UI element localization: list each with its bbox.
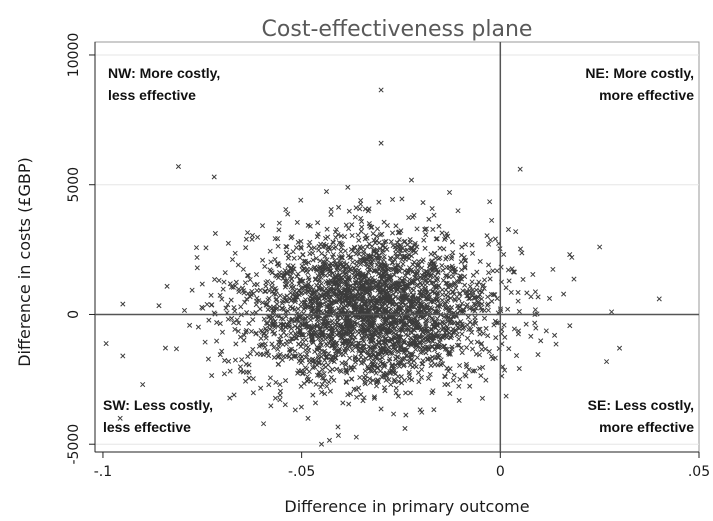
y-tick-label: 5000: [66, 167, 82, 203]
chart-title: Cost-effectiveness plane: [262, 17, 533, 42]
quadrant-label-nw: less effective: [108, 87, 196, 103]
x-tick-label: -.05: [288, 464, 315, 480]
x-axis-title: Difference in primary outcome: [284, 497, 529, 516]
quadrant-label-ne: more effective: [599, 87, 694, 103]
quadrant-label-se: more effective: [599, 419, 694, 435]
y-tick-label: -5000: [66, 424, 82, 465]
quadrant-label-se: SE: Less costly,: [588, 397, 694, 413]
quadrant-label-sw: SW: Less costly,: [103, 397, 213, 413]
quadrant-label-sw: less effective: [103, 419, 191, 435]
y-axis-title: Difference in costs (£GBP): [15, 157, 34, 367]
x-tick-label: 0: [496, 464, 505, 480]
quadrant-label-ne: NE: More costly,: [585, 65, 694, 81]
x-tick-label: .05: [688, 464, 710, 480]
quadrant-label-nw: NW: More costly,: [108, 65, 220, 81]
y-tick-label: 10000: [66, 33, 82, 78]
y-tick-label: 0: [66, 310, 82, 319]
x-tick-label: -.1: [94, 464, 112, 480]
